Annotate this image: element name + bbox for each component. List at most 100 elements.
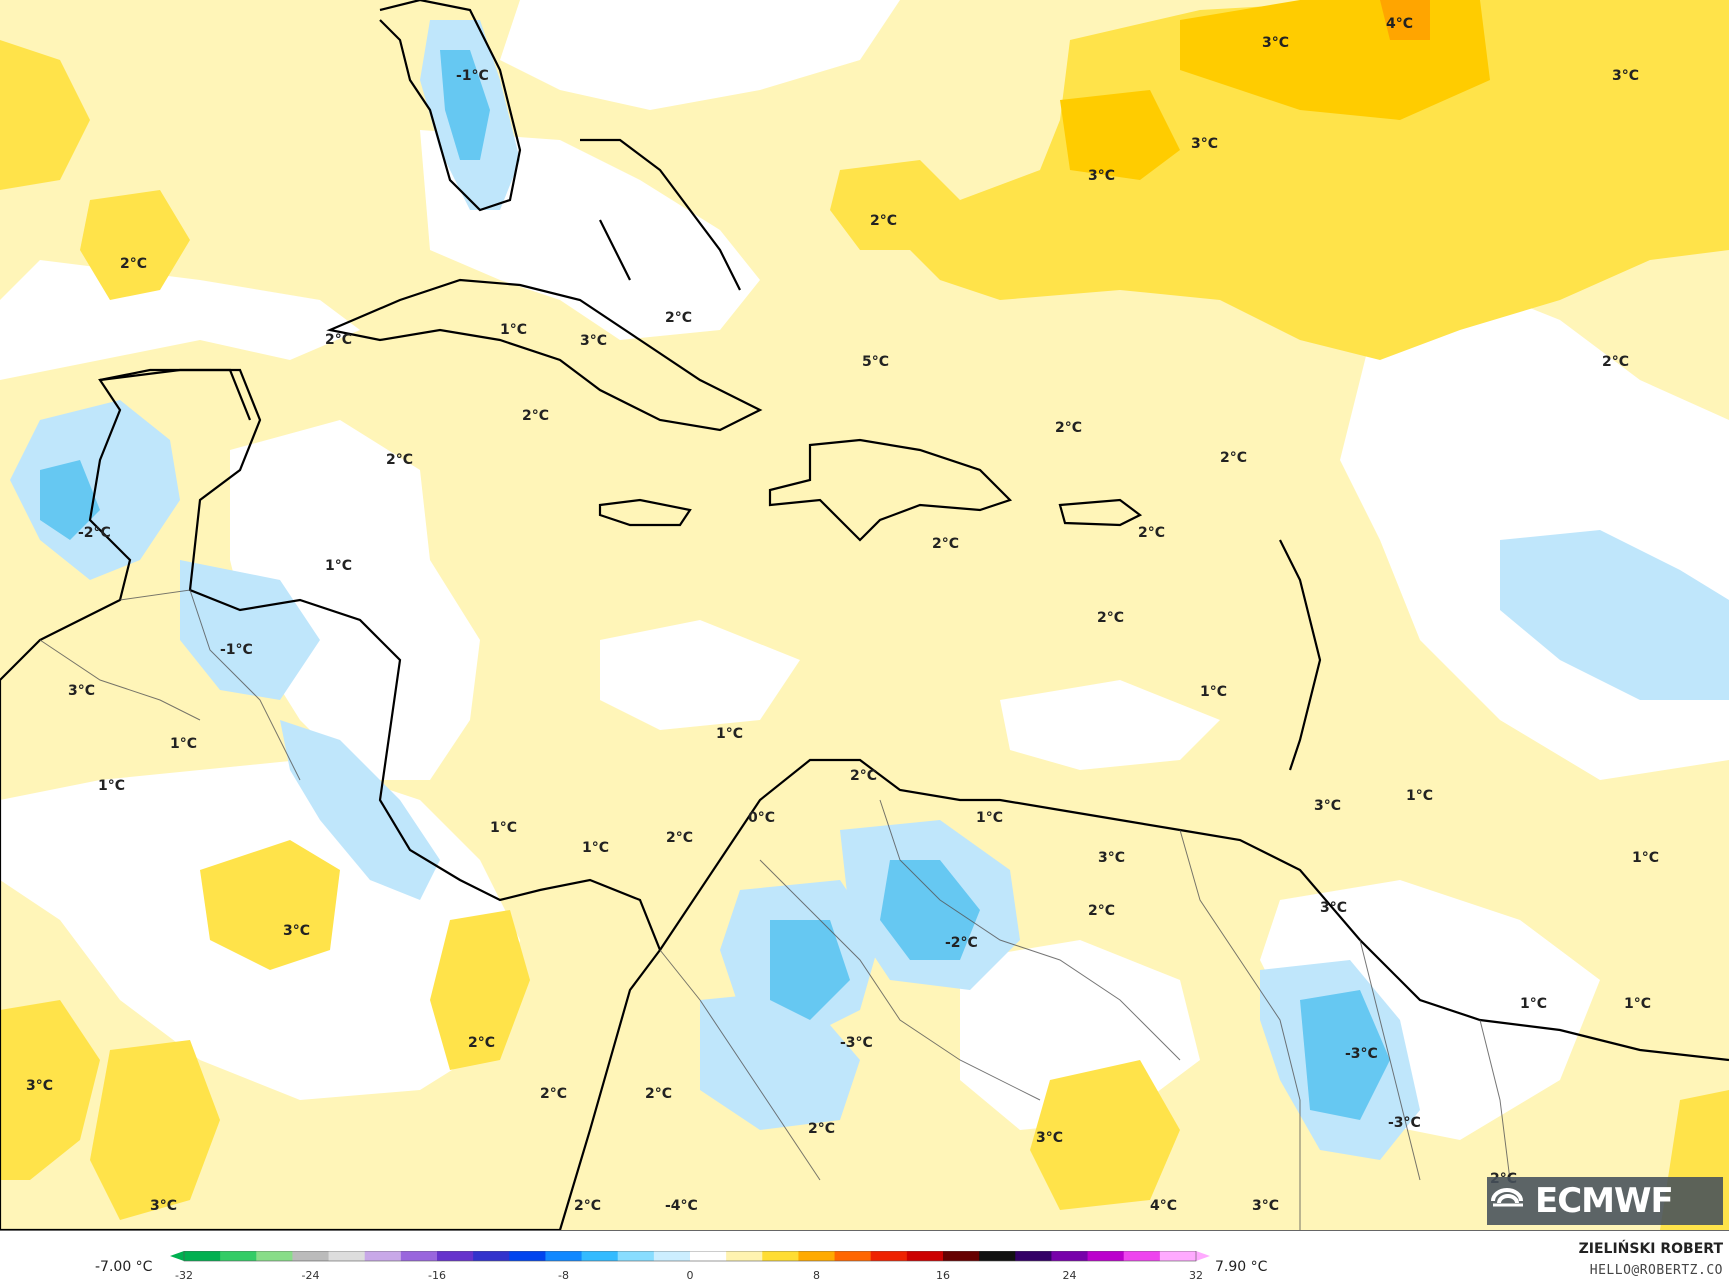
scale-max-label: 7.90 °C xyxy=(1215,1259,1268,1275)
map-label: 2°C xyxy=(1088,903,1115,919)
map-label: 2°C xyxy=(522,408,549,424)
bahamas-coast xyxy=(580,138,741,291)
map-label: -4°C xyxy=(665,1198,698,1214)
map-label: 4°C xyxy=(1150,1198,1177,1214)
map-label: 1°C xyxy=(1520,996,1547,1012)
map-label: 5°C xyxy=(862,354,889,370)
map-label: 3°C xyxy=(1262,35,1289,51)
strong-warm-areas xyxy=(1060,0,1490,180)
map-label: -2°C xyxy=(945,935,978,951)
map-label: 1°C xyxy=(1624,996,1651,1012)
scale-swatch xyxy=(762,1251,799,1261)
legend-bar: -7.00 °C -32 -24 -16 -8 0 8 16 24 32 7.90 °C ZIE… xyxy=(0,1230,1729,1288)
map-label: 2°C xyxy=(1220,450,1247,466)
scale-swatch xyxy=(1159,1251,1197,1261)
scale-swatch xyxy=(1087,1251,1125,1261)
map-label: 3°C xyxy=(1612,68,1639,84)
map-label: 3°C xyxy=(1252,1198,1279,1214)
map-label: 2°C xyxy=(645,1086,672,1102)
scale-swatch xyxy=(581,1251,619,1261)
map-label: 2°C xyxy=(540,1086,567,1102)
scale-tick-label: -16 xyxy=(428,1269,446,1282)
scale-swatch xyxy=(220,1251,257,1261)
scale-swatch xyxy=(292,1251,330,1261)
puerto-rico-coast xyxy=(1058,498,1143,527)
author-name: ZIELIŃSKI ROBERT xyxy=(1578,1241,1723,1257)
lesser-antilles-coast xyxy=(1279,539,1322,771)
scale-swatch xyxy=(509,1251,546,1261)
temperature-anomaly-map: 4°C 3°C 3°C 3°C 3°C -1°C 2°C 2°C 2°C 1°C… xyxy=(0,0,1729,1230)
ecmwf-logo-text: ECMWF xyxy=(1535,1181,1674,1221)
hispaniola-coast xyxy=(768,438,1013,542)
map-label: 3°C xyxy=(1088,168,1115,184)
ecmwf-swirl-icon xyxy=(1491,1188,1523,1207)
map-label: -1°C xyxy=(220,642,253,658)
map-label: -3°C xyxy=(1388,1115,1421,1131)
scale-swatch xyxy=(979,1251,1016,1261)
map-label: 1°C xyxy=(1406,788,1433,804)
map-label: 4°C xyxy=(1386,16,1413,32)
map-label: 1°C xyxy=(1200,684,1227,700)
scale-swatch xyxy=(1123,1251,1161,1261)
map-label: 2°C xyxy=(932,536,959,552)
color-scale-bar: -32 -24 -16 -8 0 8 16 24 32 xyxy=(170,1251,1210,1282)
central-america-coast xyxy=(0,368,662,1230)
borders xyxy=(39,589,1511,1230)
scale-swatch xyxy=(834,1251,872,1261)
map-label: 3°C xyxy=(1191,136,1218,152)
scale-swatch xyxy=(690,1251,727,1261)
jamaica-coast xyxy=(598,498,692,527)
map-label: 2°C xyxy=(386,452,413,468)
map-label: 1°C xyxy=(716,726,743,742)
map-label: 3°C xyxy=(1320,900,1347,916)
map-label: 1°C xyxy=(976,810,1003,826)
map-label: 2°C xyxy=(325,332,352,348)
map-label: 2°C xyxy=(666,830,693,846)
map-label: 3°C xyxy=(1036,1130,1063,1146)
scale-swatch xyxy=(653,1251,691,1261)
scale-swatch xyxy=(1051,1251,1089,1261)
map-label: 3°C xyxy=(68,683,95,699)
map-label: 2°C xyxy=(1138,525,1165,541)
warm-anomaly-areas xyxy=(0,0,1729,1230)
scale-swatch xyxy=(726,1251,763,1261)
scale-swatch xyxy=(400,1251,438,1261)
map-label: 2°C xyxy=(870,213,897,229)
map-label: 2°C xyxy=(808,1121,835,1137)
map-label: -1°C xyxy=(456,68,489,84)
strong-cool-areas xyxy=(40,50,1390,1120)
cuba-coast xyxy=(326,278,763,432)
scale-tick-label: 0 xyxy=(687,1269,694,1282)
florida-coast xyxy=(379,0,522,212)
scale-swatch xyxy=(798,1251,836,1261)
scale-tick-label: 32 xyxy=(1189,1269,1203,1282)
scale-tick-label: 16 xyxy=(936,1269,950,1282)
map-label: 3°C xyxy=(26,1078,53,1094)
scale-swatch xyxy=(473,1251,510,1261)
ecmwf-logo: ECMWF xyxy=(1487,1177,1723,1225)
scale-arrow-right xyxy=(1196,1251,1210,1261)
scale-swatch xyxy=(617,1251,655,1261)
scale-outline xyxy=(183,1251,1197,1262)
map-label: 3°C xyxy=(283,923,310,939)
scale-tick-label: -8 xyxy=(558,1269,569,1282)
map-label: -3°C xyxy=(1345,1046,1378,1062)
map-label: 2°C xyxy=(468,1035,495,1051)
author-email: HELLO@ROBERTZ.CO xyxy=(1589,1263,1723,1278)
scale-min-label: -7.00 °C xyxy=(95,1259,153,1275)
map-label: 2°C xyxy=(1055,420,1082,436)
scale-swatch xyxy=(437,1251,474,1261)
scale-swatch xyxy=(256,1251,293,1261)
map-label: 2°C xyxy=(850,768,877,784)
scale-arrow-left xyxy=(170,1251,184,1261)
map-label: 2°C xyxy=(120,256,147,272)
map-label: 3°C xyxy=(1314,798,1341,814)
map-label: 3°C xyxy=(150,1198,177,1214)
map-label: 1°C xyxy=(500,322,527,338)
scale-swatch xyxy=(1015,1251,1052,1261)
scale-swatch xyxy=(943,1251,980,1261)
scale-tick-label: -24 xyxy=(302,1269,320,1282)
scale-swatch xyxy=(328,1251,366,1261)
map-label: 1°C xyxy=(170,736,197,752)
map-label: 2°C xyxy=(1602,354,1629,370)
